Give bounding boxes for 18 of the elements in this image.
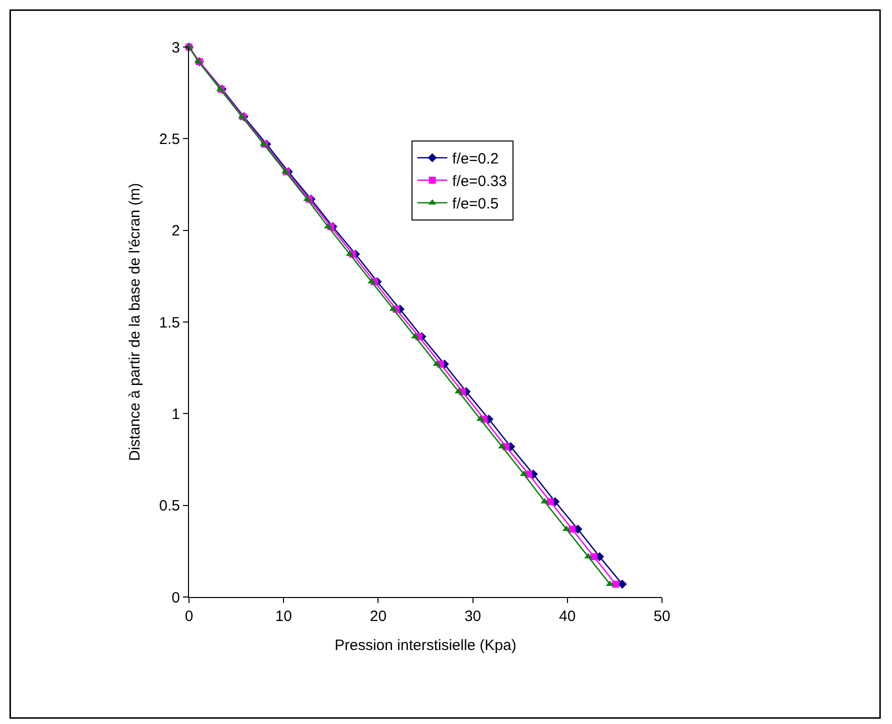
y-tick-label: 0.5 [159,498,180,515]
x-tick-label: 50 [654,608,670,625]
y-tick-label: 2.5 [159,130,180,148]
y-axis-title: Distance à partir de la base de l'écran (m) [126,183,144,461]
x-tick-label: 30 [464,608,482,625]
legend-label: f/e=0.33 [452,173,507,190]
y-tick-label: 0 [172,589,180,606]
y-tick-label: 3 [172,39,180,56]
x-axis-title: Pression interstisielle (Kpa) [334,637,516,654]
x-tick-label: 20 [370,608,387,625]
x-tick-label: 0 [184,608,194,625]
x-tick-label: 10 [275,608,292,625]
y-tick-label: 1 [172,406,180,423]
legend-label: f/e=0.2 [452,150,499,168]
y-tick-label: 2 [172,222,180,240]
y-tick-label: 1.5 [159,314,180,332]
legend-label: f/e=0.5 [452,196,499,213]
x-tick-label: 40 [559,608,576,625]
